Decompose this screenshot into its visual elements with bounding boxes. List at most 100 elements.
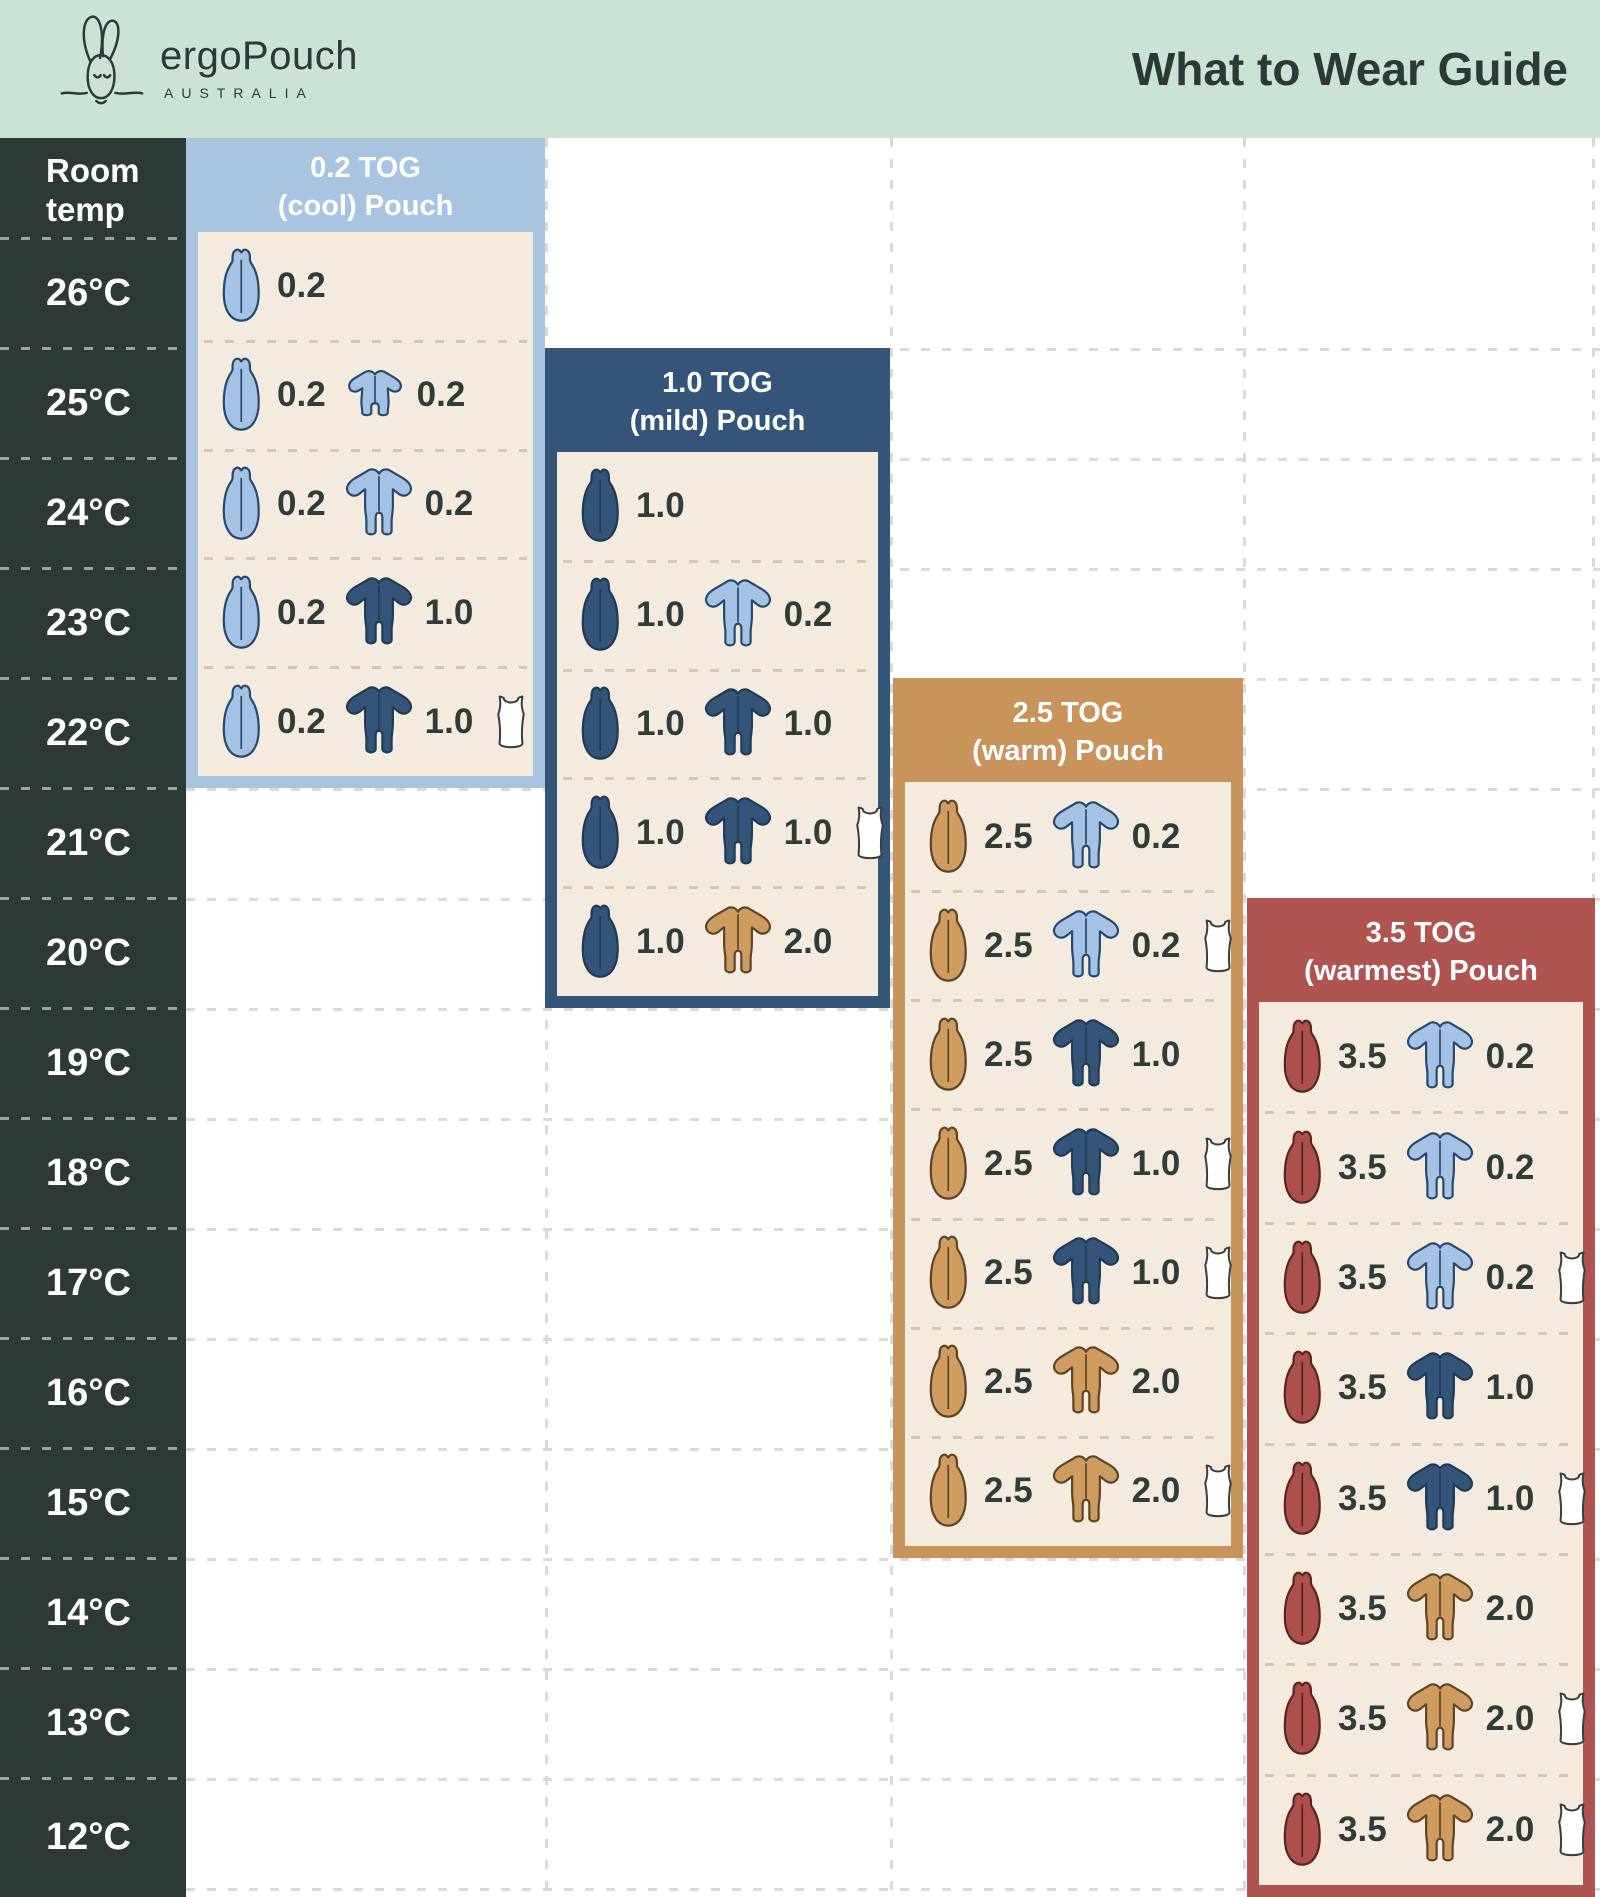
- brand-country: AUSTRALIA: [164, 85, 314, 101]
- tog-column-body: 0.2 0.2 0.2 0.2 0.2 0.2 1.0 0.2 1.0: [198, 232, 533, 776]
- sleep-pouch-icon: [573, 681, 627, 767]
- long-sleeve-onesie-icon: [1049, 1126, 1123, 1202]
- room-temp-label: 18°C: [0, 1117, 186, 1228]
- tog-value: 0.2: [1131, 816, 1181, 856]
- tog-value: 1.0: [636, 595, 685, 635]
- clothing-item: 0.2: [1403, 1240, 1535, 1316]
- tog-value: 1.0: [636, 812, 685, 852]
- sleep-pouch-icon: [1275, 1676, 1329, 1762]
- tog-value: 1.0: [1131, 1253, 1181, 1293]
- tog-value: 3.5: [1338, 1257, 1387, 1297]
- clothing-item: 1.0: [1049, 1126, 1180, 1202]
- sleep-pouch-icon: [921, 1448, 975, 1534]
- tog-value: 1.0: [424, 592, 474, 632]
- recommendation-row-17C: 2.5 1.0: [905, 1217, 1233, 1328]
- recommendation-row-24C: 1.0: [557, 452, 878, 561]
- sleep-pouch-icon: [921, 1230, 975, 1316]
- tog-value: 0.2: [277, 266, 326, 306]
- clothing-item: 3.5: [1275, 1787, 1387, 1873]
- tog-value: 2.5: [984, 1143, 1033, 1183]
- long-sleeve-onesie-icon: [1403, 1240, 1477, 1316]
- recommendation-row-23C: 1.0 0.2: [557, 559, 878, 670]
- long-sleeve-onesie-icon: [1403, 1350, 1477, 1426]
- tog-value: 2.5: [984, 1471, 1033, 1511]
- clothing-item: 0.2: [214, 570, 326, 656]
- long-sleeve-onesie-icon: [701, 577, 775, 653]
- top-banner: ergoPouch AUSTRALIA What to Wear Guide: [0, 0, 1600, 138]
- room-temp-label: 17°C: [0, 1227, 186, 1338]
- recommendation-row-25C: 0.2 0.2: [198, 339, 533, 450]
- clothing-item: 3.5: [1275, 1456, 1387, 1542]
- sleep-pouch-icon: [573, 463, 627, 549]
- tog-column-body: 1.0 1.0 0.2 1.0 1.0 1.0 1.0 1.0 2.0: [557, 452, 885, 996]
- long-sleeve-onesie-icon: [701, 904, 775, 980]
- clothing-item: 0.2: [214, 679, 326, 765]
- brand-name: ergoPouch: [160, 34, 358, 78]
- clothing-item: 0.2: [214, 352, 326, 438]
- room-temp-label: 14°C: [0, 1557, 186, 1668]
- room-temp-column: Room temp 26°C 25°C 24°C 23°C 22°C 21°C 20°C 19…: [0, 138, 186, 1897]
- room-temp-label: 12°C: [0, 1777, 186, 1897]
- recommendation-row-24C: 0.2 0.2: [198, 448, 533, 559]
- grid-column-line: [1243, 138, 1246, 1897]
- recommendation-row-19C: 2.5 1.0: [905, 999, 1231, 1109]
- tog-value: 0.2: [1485, 1257, 1535, 1297]
- long-sleeve-onesie-icon: [701, 795, 775, 871]
- tog-value: 0.2: [277, 483, 326, 523]
- tog-value: 2.5: [984, 925, 1033, 965]
- clothing-item: 0.2: [1049, 908, 1181, 984]
- clothing-item: 1.0: [1403, 1350, 1535, 1426]
- grid-row-line: [186, 1888, 1600, 1891]
- recommendation-row-23C: 0.2 1.0: [198, 557, 533, 667]
- room-temp-header: Room temp: [46, 152, 140, 228]
- recommendation-row-14C: 3.5 2.0: [1259, 1552, 1583, 1664]
- clothing-item: 2.5: [921, 794, 1033, 880]
- tog-value: 3.5: [1338, 1037, 1387, 1077]
- recommendation-row-22C: 0.2 1.0: [198, 666, 533, 776]
- room-temp-label: 21°C: [0, 787, 186, 898]
- tog-value: 2.5: [984, 1253, 1033, 1293]
- sleep-pouch-icon: [1275, 1345, 1329, 1431]
- tog-value: 0.2: [1131, 925, 1181, 965]
- clothing-item: 1.0: [573, 790, 685, 876]
- recommendation-row-15C: 2.5 2.0: [905, 1435, 1233, 1546]
- clothing-item: 0.2: [342, 466, 473, 542]
- long-sleeve-onesie-icon: [342, 684, 416, 760]
- long-sleeve-onesie-icon: [1049, 908, 1123, 984]
- singlet-icon: [1550, 1690, 1594, 1748]
- grid-row-line: [186, 1668, 1600, 1671]
- tog-value: 0.2: [1485, 1037, 1535, 1077]
- sleep-pouch-icon: [921, 903, 975, 989]
- clothing-item: [848, 804, 892, 862]
- tog-value: 2.0: [1131, 1362, 1181, 1402]
- clothing-item: 0.2: [701, 577, 832, 653]
- room-temp-label: 19°C: [0, 1007, 186, 1118]
- recommendation-row-21C: 1.0 1.0: [557, 777, 885, 887]
- clothing-item: 0.2: [342, 368, 466, 422]
- tog-value: 1.0: [1485, 1368, 1535, 1408]
- room-temp-label: 23°C: [0, 567, 186, 678]
- tog-value: 2.5: [984, 816, 1033, 856]
- long-sleeve-onesie-icon: [1049, 799, 1123, 875]
- recommendation-row-22C: 1.0 1.0: [557, 668, 878, 779]
- singlet-icon: [1196, 1462, 1240, 1520]
- clothing-item: [1196, 1135, 1240, 1193]
- sleep-pouch-icon: [214, 679, 268, 765]
- singlet-icon: [1196, 1135, 1240, 1193]
- tog-value: 2.0: [783, 921, 833, 961]
- tog-column-body: 3.5 0.2 3.5 0.2 3.5 0.2 3.5 1.0 3.5 1.0 3.5 2.0 3.5 2…: [1259, 1002, 1587, 1885]
- singlet-icon: [848, 804, 892, 862]
- clothing-item: [1196, 1244, 1240, 1302]
- sleep-pouch-icon: [214, 461, 268, 547]
- tog-value: 1.0: [424, 701, 474, 741]
- recommendation-row-20C: 1.0 2.0: [557, 886, 878, 996]
- tog-value: 0.2: [416, 375, 466, 415]
- clothing-item: 1.0: [573, 899, 685, 985]
- room-temp-label: 13°C: [0, 1667, 186, 1778]
- sleep-pouch-icon: [921, 1121, 975, 1207]
- grid-row-line: [186, 1778, 1600, 1781]
- room-temp-label: 26°C: [0, 237, 186, 348]
- tog-value: 1.0: [783, 812, 833, 852]
- tog-value: 3.5: [1338, 1147, 1387, 1187]
